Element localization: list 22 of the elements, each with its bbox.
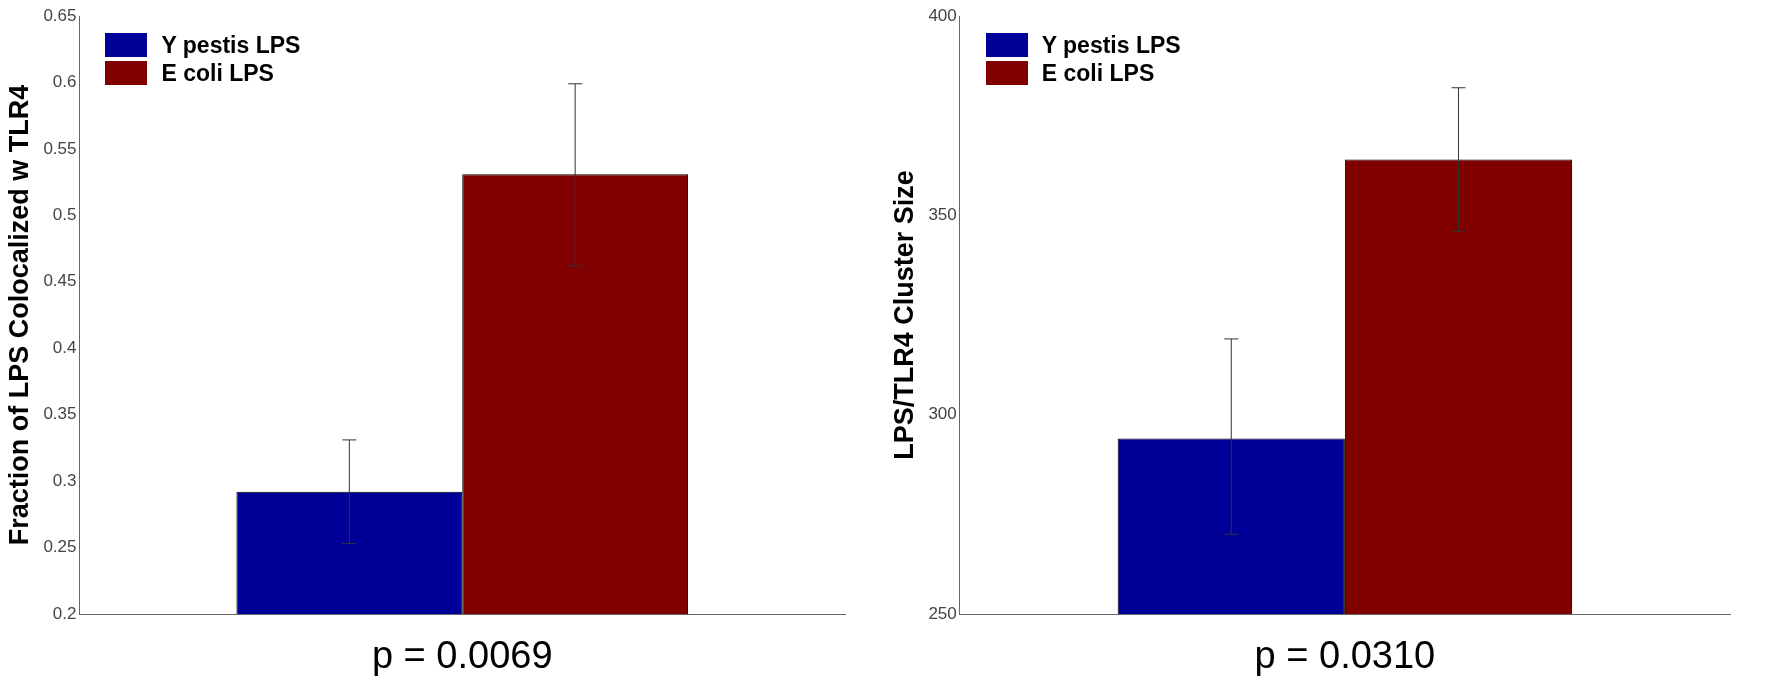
y-tick-label: 300 <box>928 404 957 424</box>
x-axis-title: p = 0.0069 <box>371 633 553 676</box>
legend-label: Y pestis LPS <box>161 31 301 59</box>
x-axis-title: p = 0.0310 <box>1254 633 1436 676</box>
y-axis-title: Fraction of LPS Colocalized w TLR4 <box>3 84 34 546</box>
y-tick-label: 0.4 <box>52 337 77 357</box>
y-tick-label: 0.65 <box>43 5 77 25</box>
legend-label: E coli LPS <box>161 59 274 87</box>
legend-label: E coli LPS <box>1041 59 1155 87</box>
y-tick-label: 0.5 <box>52 205 77 225</box>
y-tick-label: 0.25 <box>43 537 77 557</box>
y-tick-label: 400 <box>928 5 957 25</box>
legend-label: Y pestis LPS <box>1041 31 1181 59</box>
y-tick-label: 350 <box>928 205 957 225</box>
y-tick-label: 0.6 <box>52 72 77 92</box>
y-tick-label: 0.45 <box>43 271 77 291</box>
y-tick-label: 0.55 <box>43 138 77 158</box>
y-tick-label: 250 <box>928 603 957 623</box>
y-tick-label: 0.3 <box>52 470 77 490</box>
y-tick-label: 0.2 <box>52 603 77 623</box>
y-tick-label: 0.35 <box>43 404 77 424</box>
y-axis-title: LPS/TLR4 Cluster Size <box>888 170 919 460</box>
